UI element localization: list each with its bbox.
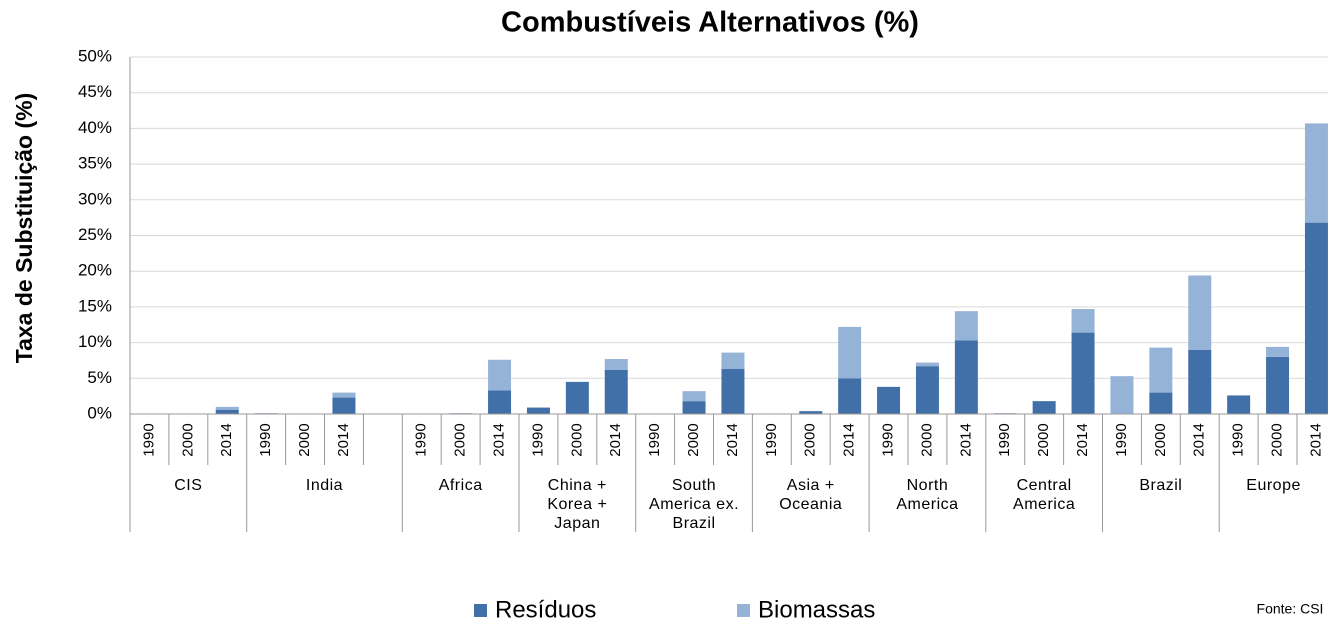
bar-segment bbox=[1188, 349, 1212, 414]
x-tick-label: 2014 bbox=[1191, 423, 1208, 456]
bar-segment bbox=[799, 411, 823, 414]
bar-segment bbox=[1266, 356, 1290, 414]
legend-swatch bbox=[474, 604, 487, 617]
bar-segment bbox=[838, 378, 862, 414]
bar-segment bbox=[1110, 376, 1134, 414]
bar-segment bbox=[215, 409, 239, 414]
bar-segment bbox=[1304, 222, 1328, 414]
group-label: Asia + Oceania bbox=[779, 477, 843, 513]
bar-segment bbox=[332, 397, 356, 414]
bar-segment bbox=[915, 362, 939, 367]
group-label: Europe bbox=[1246, 477, 1301, 494]
bar-segment bbox=[604, 359, 628, 370]
group-label: North America bbox=[896, 477, 959, 513]
x-tick-label: 2000 bbox=[1152, 423, 1169, 456]
bar-segment bbox=[721, 352, 745, 370]
x-tick-label: 2000 bbox=[296, 423, 313, 456]
source-note: Fonte: CSI bbox=[1257, 601, 1324, 617]
bar-segment bbox=[1304, 123, 1328, 223]
bar-segment bbox=[838, 326, 862, 379]
group-label: South America ex. Brazil bbox=[649, 477, 740, 532]
x-tick-label: 2014 bbox=[1074, 423, 1091, 456]
bar-segment bbox=[565, 381, 589, 414]
bar-segment bbox=[682, 391, 706, 402]
group-label: India bbox=[305, 477, 344, 494]
x-tick-label: 2014 bbox=[724, 423, 741, 456]
bar-segment bbox=[1149, 347, 1173, 393]
bar-segment bbox=[721, 369, 745, 414]
bar-segment bbox=[526, 407, 550, 414]
group-label: Africa bbox=[438, 477, 483, 494]
legend-label: Biomassas bbox=[758, 596, 875, 622]
y-axis-label: Taxa de Substituição (%) bbox=[11, 93, 37, 364]
y-tick-label: 10% bbox=[78, 332, 112, 351]
x-tick-label: 1990 bbox=[529, 423, 546, 456]
y-tick-label: 20% bbox=[78, 261, 112, 280]
y-tick-label: 5% bbox=[87, 368, 112, 387]
x-tick-label: 2000 bbox=[1035, 423, 1052, 456]
y-tick-label: 35% bbox=[78, 154, 112, 173]
group-label: Central America bbox=[1013, 477, 1076, 513]
bar-segment bbox=[332, 392, 356, 398]
x-tick-label: 2014 bbox=[1307, 423, 1324, 456]
x-tick-label: 1990 bbox=[996, 423, 1013, 456]
bar-segment bbox=[604, 369, 628, 414]
bar-segment bbox=[1188, 275, 1212, 350]
x-tick-label: 2014 bbox=[841, 423, 858, 456]
chart-title: Combustíveis Alternativos (%) bbox=[501, 7, 919, 39]
x-tick-label: 1990 bbox=[140, 423, 157, 456]
x-tick-label: 2014 bbox=[335, 423, 352, 456]
bar-segment bbox=[1149, 392, 1173, 414]
x-tick-label: 1990 bbox=[413, 423, 430, 456]
y-tick-label: 45% bbox=[78, 82, 112, 101]
group-label: Brazil bbox=[1139, 477, 1183, 494]
x-tick-label: 2000 bbox=[802, 423, 819, 456]
x-tick-label: 1990 bbox=[1113, 423, 1130, 456]
legend-swatch bbox=[737, 604, 750, 617]
x-tick-label: 2014 bbox=[957, 423, 974, 456]
x-tick-label: 2000 bbox=[685, 423, 702, 456]
y-tick-label: 40% bbox=[78, 118, 112, 137]
bar-segment bbox=[915, 366, 939, 414]
x-tick-label: 1990 bbox=[880, 423, 897, 456]
x-tick-label: 1990 bbox=[646, 423, 663, 456]
x-tick-label: 2000 bbox=[918, 423, 935, 456]
x-tick-label: 2000 bbox=[452, 423, 469, 456]
y-tick-label: 50% bbox=[78, 46, 112, 65]
bar-segment bbox=[1032, 401, 1056, 414]
group-label: China + Korea + Japan bbox=[547, 477, 608, 532]
legend-label: Resíduos bbox=[495, 596, 596, 622]
x-tick-label: 1990 bbox=[763, 423, 780, 456]
bar-segment bbox=[215, 406, 239, 410]
x-tick-label: 2000 bbox=[179, 423, 196, 456]
y-tick-label: 25% bbox=[78, 225, 112, 244]
x-tick-label: 1990 bbox=[257, 423, 274, 456]
bar-segment bbox=[1071, 332, 1095, 414]
bar-segment bbox=[488, 359, 512, 391]
group-label: CIS bbox=[174, 477, 203, 494]
x-tick-label: 2000 bbox=[568, 423, 585, 456]
bar-segment bbox=[682, 401, 706, 414]
bar-segment bbox=[1227, 395, 1251, 414]
bar-segment bbox=[488, 390, 512, 414]
y-tick-label: 15% bbox=[78, 296, 112, 315]
bar-segment bbox=[954, 340, 978, 414]
bar-segment bbox=[1266, 346, 1290, 357]
bar-segment bbox=[954, 311, 978, 341]
x-tick-label: 2014 bbox=[218, 423, 235, 456]
x-tick-label: 2014 bbox=[491, 423, 508, 456]
y-tick-label: 30% bbox=[78, 189, 112, 208]
y-tick-label: 0% bbox=[87, 403, 112, 422]
bar-segment bbox=[1071, 309, 1095, 333]
x-tick-label: 2000 bbox=[1269, 423, 1286, 456]
bar-segment bbox=[877, 386, 901, 414]
x-tick-label: 2014 bbox=[607, 423, 624, 456]
x-tick-label: 1990 bbox=[1230, 423, 1247, 456]
